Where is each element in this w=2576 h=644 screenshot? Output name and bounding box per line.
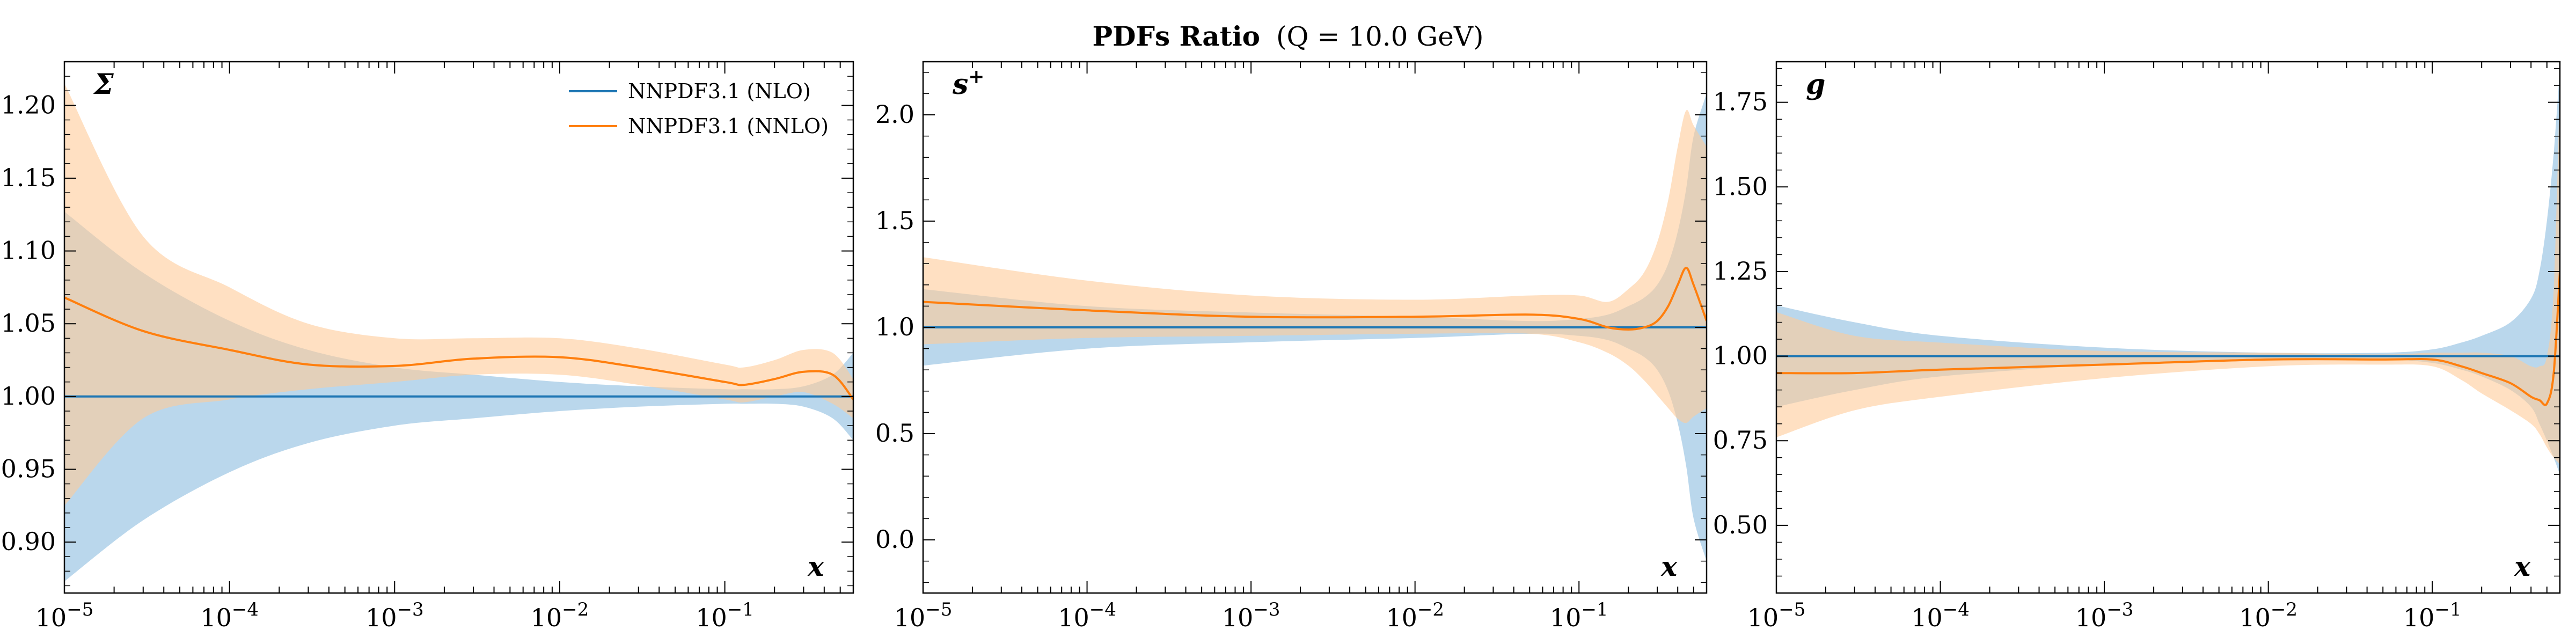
plot-area — [64, 83, 853, 582]
x-tick-label: 10−1 — [696, 599, 754, 632]
figure-title: PDFs Ratio (Q = 10.0 GeV) — [1092, 20, 1483, 52]
series-line-nnlo — [64, 296, 853, 400]
uncertainty-band-nnlo — [64, 83, 853, 506]
y-tick-label: 1.15 — [1, 163, 56, 192]
uncertainty-band-nnlo — [1776, 85, 2560, 465]
y-tick-label: 1.5 — [875, 206, 914, 235]
chart-panel-3: 10−5 10−4 10−3 10−2 10−1 0.50 0.75 1.00 1.25 1.50… — [1713, 61, 2561, 632]
chart-panel-2: 10−5 10−4 10−3 10−2 10−1 0.0 0.5 1.0 1.5 2.0 s+ x — [875, 61, 1708, 632]
x-tick-label: 10−5 — [35, 599, 94, 632]
x-axis: 10−5 10−4 10−3 10−2 10−1 — [894, 62, 1694, 632]
y-tick-label: 1.00 — [1713, 341, 1768, 370]
legend: NNPDF3.1 (NLO) NNPDF3.1 (NNLO) — [569, 79, 829, 138]
x-axis-label: x — [807, 551, 824, 582]
figure-title-bold: PDFs Ratio — [1092, 20, 1260, 52]
panels: 10−5 10−4 10−3 10−2 10−1 0.90 0.95 1.00 1.05 1.10… — [1, 61, 2561, 632]
y-tick-label: 1.0 — [875, 312, 914, 341]
x-axis-label: x — [1660, 551, 1678, 582]
x-tick-label: 10−1 — [2403, 599, 2462, 632]
x-tick-label: 10−5 — [1747, 599, 1806, 632]
y-tick-label: 1.05 — [1, 309, 56, 338]
y-tick-label: 0.95 — [1, 454, 56, 483]
y-axis: 0.90 0.95 1.00 1.05 1.10 1.15 1.20 — [1, 61, 853, 587]
y-tick-label: 0.5 — [875, 419, 914, 448]
x-tick-label: 10−3 — [365, 599, 424, 632]
x-tick-label: 10−4 — [200, 599, 259, 632]
x-axis: 10−5 10−4 10−3 10−2 10−1 — [35, 62, 841, 632]
axes-frame — [63, 61, 854, 594]
x-axis-label: x — [2514, 551, 2531, 582]
y-tick-label: 1.00 — [1, 382, 56, 411]
plot-area — [1776, 68, 2560, 475]
y-tick-label: 1.10 — [1, 236, 56, 265]
legend-label: NNPDF3.1 (NNLO) — [628, 114, 829, 138]
x-tick-label: 10−4 — [1058, 599, 1116, 632]
panel-label: Σ — [93, 68, 114, 101]
x-tick-label: 10−2 — [2239, 599, 2297, 632]
y-tick-label: 0.50 — [1713, 510, 1768, 539]
uncertainty-band-nnlo — [923, 109, 1707, 423]
axes-frame — [1775, 61, 2561, 594]
y-tick-label: 1.25 — [1713, 257, 1768, 286]
series-line-nnlo — [1776, 271, 2560, 406]
y-axis: 0.50 0.75 1.00 1.25 1.50 1.75 — [1713, 68, 2560, 594]
y-tick-label: 0.90 — [1, 527, 56, 556]
y-tick-label: 1.20 — [1, 90, 56, 119]
x-tick-label: 10−5 — [894, 599, 953, 632]
y-tick-label: 1.75 — [1713, 87, 1768, 116]
x-tick-label: 10−1 — [1550, 599, 1608, 632]
x-tick-label: 10−3 — [1222, 599, 1280, 632]
panel-label: g — [1806, 68, 1825, 101]
plot-area — [923, 93, 1707, 561]
x-tick-label: 10−3 — [2075, 599, 2134, 632]
panel-label: s+ — [952, 65, 984, 101]
y-tick-label: 2.0 — [875, 100, 914, 129]
series-line-nnlo — [923, 267, 1707, 331]
x-tick-label: 10−2 — [531, 599, 589, 632]
legend-label: NNPDF3.1 (NLO) — [628, 79, 811, 103]
y-tick-label: 0.0 — [875, 525, 914, 554]
y-axis: 0.0 0.5 1.0 1.5 2.0 — [875, 72, 1707, 583]
figure-title-rest: (Q = 10.0 GeV) — [1276, 21, 1484, 52]
x-tick-label: 10−2 — [1386, 599, 1444, 632]
y-tick-label: 0.75 — [1713, 426, 1768, 455]
chart-panel-1: 10−5 10−4 10−3 10−2 10−1 0.90 0.95 1.00 1.05 1.10… — [1, 61, 854, 632]
x-tick-label: 10−4 — [1911, 599, 1970, 632]
uncertainty-band-nlo — [1776, 68, 2560, 475]
y-tick-label: 1.50 — [1713, 172, 1768, 201]
x-axis: 10−5 10−4 10−3 10−2 10−1 — [1747, 62, 2548, 632]
